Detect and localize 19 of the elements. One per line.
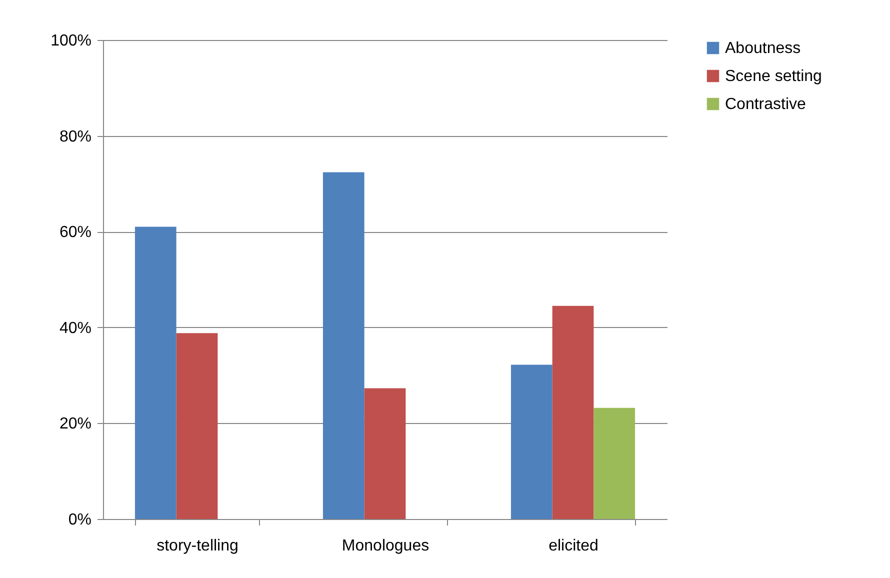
x-tick-label: Monologues [342, 538, 430, 554]
bar [176, 333, 218, 519]
y-tick-label: 60% [59, 224, 92, 242]
legend-label: Contrastive [725, 96, 806, 113]
y-tick-label: 0% [68, 512, 92, 528]
legend-label: Scene setting [725, 68, 822, 85]
legend-label: Aboutness [725, 40, 801, 57]
y-tick-label: 80% [59, 128, 92, 146]
bar [510, 364, 552, 519]
y-tick-label: 100% [50, 32, 92, 50]
bar [322, 172, 364, 519]
bar [552, 306, 594, 519]
bar [364, 388, 406, 519]
y-tick-label: 40% [59, 320, 92, 337]
y-tick-label: 20% [59, 416, 92, 433]
x-tick-label: story-telling [156, 538, 238, 554]
bar [134, 226, 176, 519]
bar [594, 408, 636, 519]
x-tick-label: elicited [548, 538, 598, 554]
